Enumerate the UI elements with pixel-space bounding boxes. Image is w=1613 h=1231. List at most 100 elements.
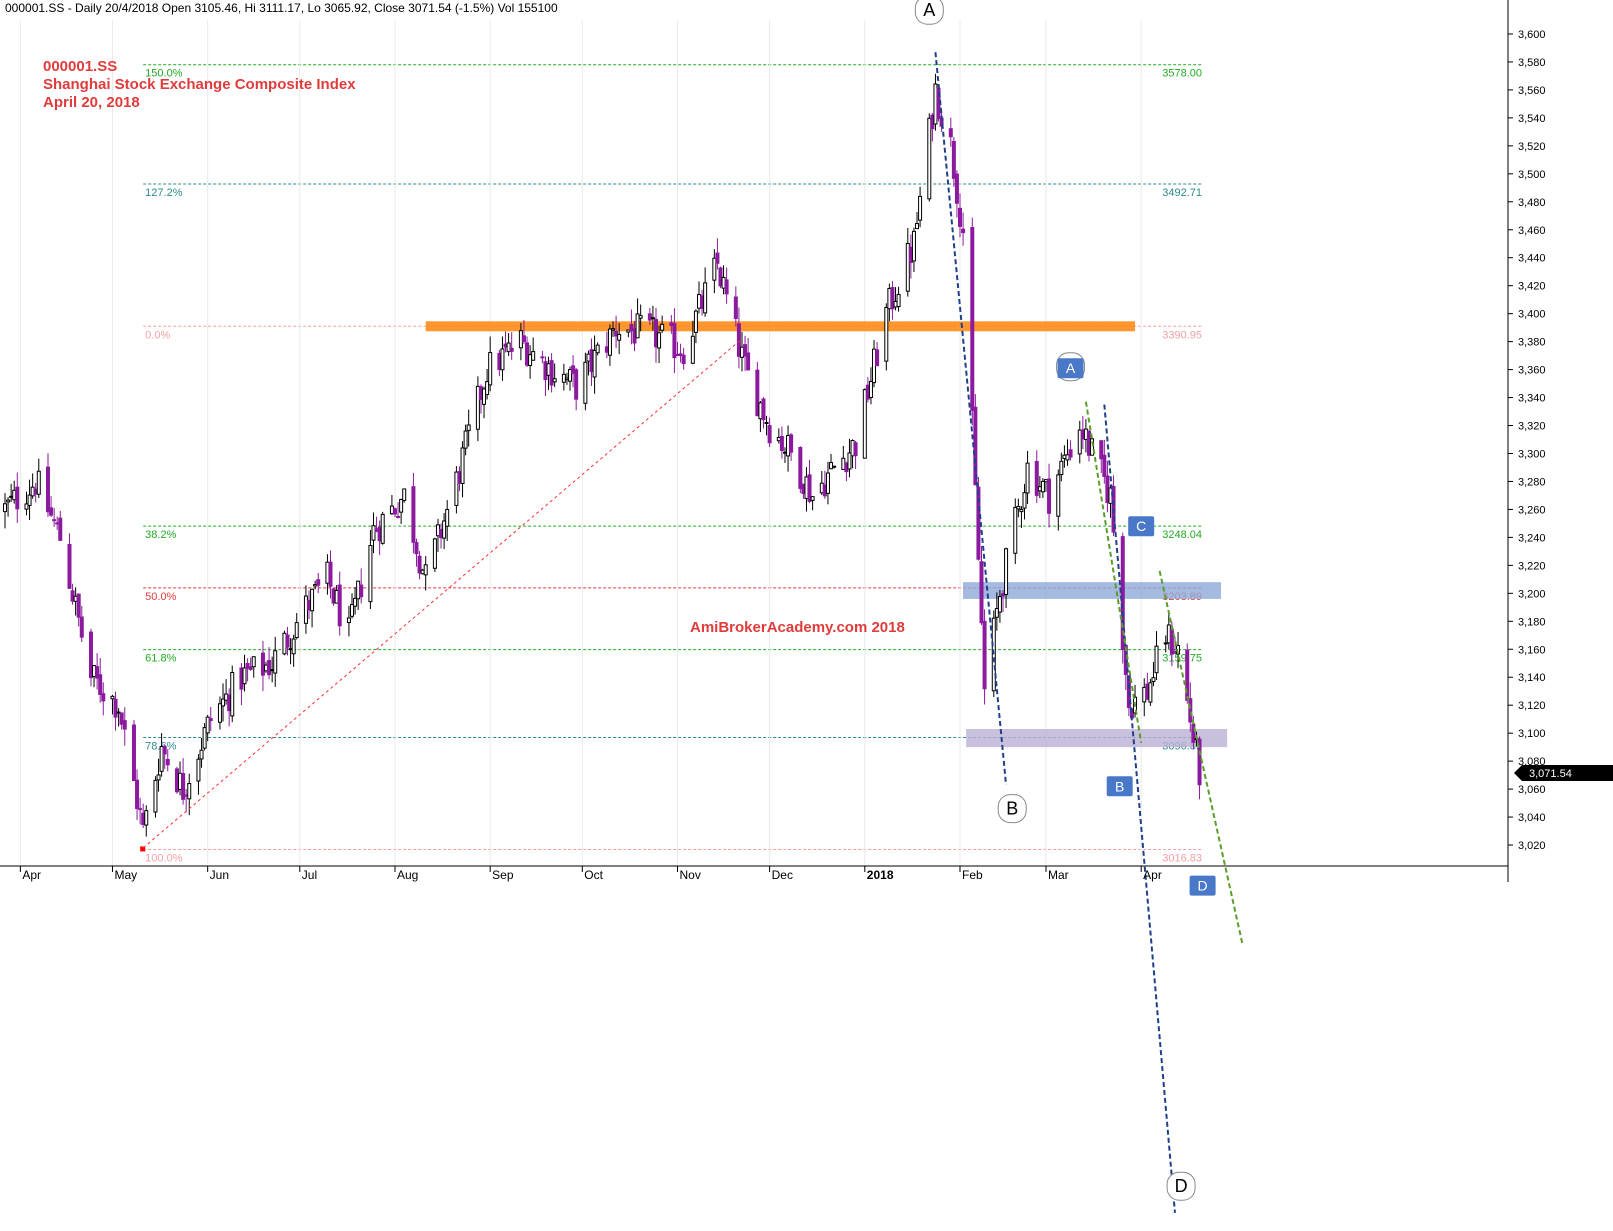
candle	[1185, 643, 1190, 704]
candle	[1086, 429, 1091, 462]
candle-body	[660, 323, 665, 331]
candle	[445, 500, 450, 541]
candle	[743, 335, 748, 371]
candle-body	[159, 745, 164, 772]
candle	[961, 212, 966, 246]
candle	[525, 336, 530, 368]
candle-body	[396, 515, 401, 518]
candle	[92, 665, 97, 688]
candle-body	[346, 617, 351, 623]
candle-body	[1169, 628, 1174, 655]
candle-body	[435, 524, 440, 537]
candle-body	[948, 128, 953, 138]
candle	[681, 347, 686, 370]
candle	[503, 331, 508, 353]
candle-body	[905, 242, 910, 292]
candle-body	[337, 584, 342, 627]
candle	[700, 289, 705, 316]
candle	[890, 281, 895, 320]
candle-body	[423, 564, 428, 576]
candle	[27, 479, 32, 521]
candle-body	[681, 354, 686, 365]
candle-body	[1188, 698, 1193, 723]
candle-body	[196, 758, 201, 782]
candle-body	[497, 352, 502, 371]
candle	[457, 466, 462, 492]
x-tick-label: Jul	[302, 868, 317, 882]
candle	[1013, 498, 1018, 565]
candle-body	[632, 328, 637, 344]
candle	[371, 512, 376, 554]
candle	[239, 663, 244, 706]
candle-body	[549, 360, 554, 386]
candle	[242, 654, 247, 692]
candle	[1151, 661, 1156, 687]
resistance-bar	[425, 321, 1136, 332]
candle	[521, 320, 526, 345]
candle	[721, 265, 726, 295]
candle-body	[758, 402, 763, 420]
pattern-lines	[934, 52, 1244, 1213]
candle-body	[884, 306, 889, 362]
candle-body	[1043, 479, 1048, 483]
candle	[552, 363, 557, 388]
candle	[12, 480, 17, 504]
candle	[844, 461, 849, 482]
point-badge-bg	[1057, 358, 1084, 379]
candle	[67, 533, 72, 589]
candle-body	[583, 361, 588, 404]
candle	[49, 496, 54, 517]
candle-body	[251, 656, 256, 668]
candle-body	[368, 545, 373, 603]
candle-body	[310, 588, 315, 612]
candle-body	[700, 295, 705, 310]
candle-body	[543, 361, 548, 381]
title-line-name: Shanghai Stock Exchange Composite Index	[43, 76, 356, 93]
candle	[144, 805, 149, 837]
candle	[58, 510, 63, 541]
candle-body	[349, 604, 354, 617]
candle-body	[991, 617, 996, 692]
candle	[801, 483, 806, 499]
candle-body	[703, 282, 708, 314]
candle-body	[242, 667, 247, 685]
candle	[88, 628, 93, 687]
zone-3097	[966, 728, 1228, 748]
candle-body	[1099, 440, 1104, 460]
candle-body	[801, 483, 806, 495]
y-tick-label: 3,500	[1518, 169, 1546, 181]
candle	[767, 417, 772, 448]
candle-body	[264, 664, 269, 672]
candle	[982, 609, 987, 705]
candle	[135, 769, 140, 821]
y-tick-label: 3,160	[1518, 644, 1546, 656]
candle	[33, 482, 38, 503]
candle	[696, 281, 701, 314]
candle	[872, 340, 877, 388]
y-tick-label: 3,100	[1518, 728, 1546, 740]
candle	[970, 217, 975, 426]
candle	[1077, 420, 1082, 464]
candle-body	[525, 342, 530, 366]
candle	[1016, 498, 1021, 518]
candle	[325, 554, 330, 595]
candle-body	[1019, 509, 1024, 513]
candle-body	[506, 342, 511, 353]
point-badge-bg	[1128, 516, 1155, 537]
fib-pct-label: 100.0%	[145, 852, 183, 864]
candle	[122, 707, 127, 746]
candle-body	[165, 758, 170, 766]
candle	[736, 307, 741, 369]
candle-body	[325, 561, 330, 584]
candle-body	[564, 377, 569, 381]
candle-body	[141, 812, 146, 825]
candle	[758, 400, 763, 433]
candle	[500, 336, 505, 381]
candle-body	[460, 447, 465, 484]
candle	[1163, 635, 1168, 653]
candle	[715, 238, 720, 270]
candle-body	[1163, 642, 1168, 645]
candle	[896, 286, 901, 312]
candle-body	[162, 746, 167, 755]
candle	[1019, 506, 1024, 528]
